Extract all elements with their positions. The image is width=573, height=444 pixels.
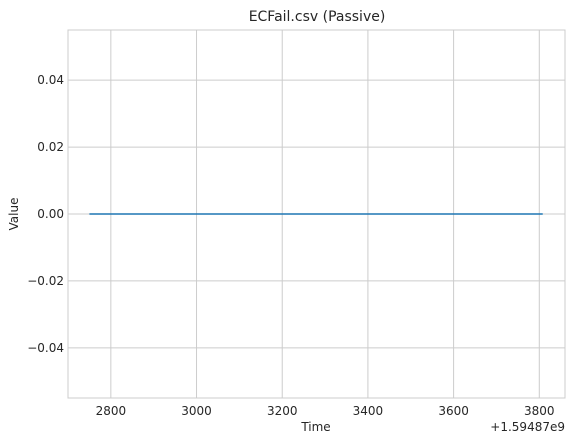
y-tick-label: 0.00 (37, 207, 64, 221)
y-tick-label: −0.04 (27, 341, 64, 355)
y-tick-labels: −0.04 −0.02 0.00 0.02 0.04 (27, 73, 64, 355)
chart-title: ECFail.csv (Passive) (249, 9, 386, 25)
plot-area (67, 29, 566, 399)
x-axis-label: Time (300, 420, 330, 434)
x-offset-label: +1.59487e9 (490, 420, 565, 434)
y-tick-label: 0.04 (37, 73, 64, 87)
x-tick-label: 3400 (353, 404, 384, 418)
x-tick-labels: 2800 3000 3200 3400 3600 3800 (96, 404, 555, 418)
y-tick-label: −0.02 (27, 274, 64, 288)
y-axis-label: Value (7, 198, 21, 231)
x-tick-label: 3800 (524, 404, 555, 418)
x-tick-label: 3200 (267, 404, 298, 418)
x-tick-label: 3000 (181, 404, 212, 418)
x-tick-label: 2800 (96, 404, 127, 418)
y-tick-label: 0.02 (37, 140, 64, 154)
x-tick-label: 3600 (438, 404, 469, 418)
